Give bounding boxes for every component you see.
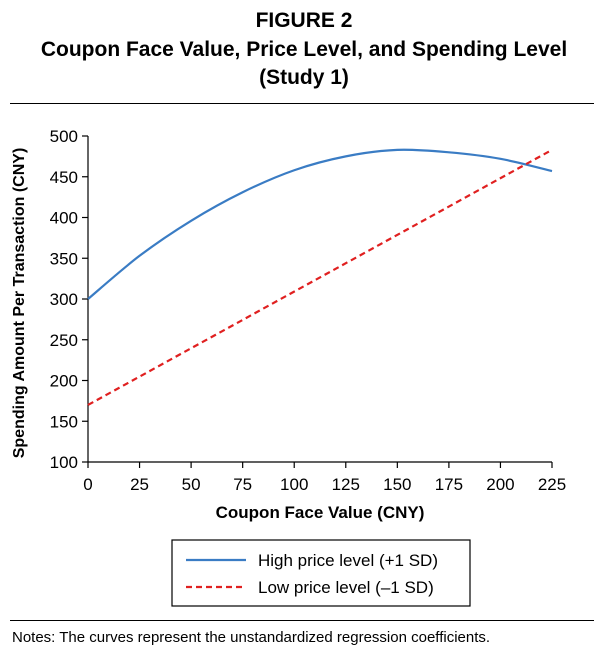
- x-tick-label: 0: [83, 475, 92, 494]
- figure-label: FIGURE 2: [255, 9, 353, 32]
- x-tick-label: 125: [332, 475, 360, 494]
- legend-label: High price level (+1 SD): [258, 551, 438, 570]
- x-tick-label: 25: [130, 475, 149, 494]
- x-tick-label: 150: [383, 475, 411, 494]
- y-axis-title: Spending Amount Per Transaction (CNY): [11, 148, 28, 459]
- y-tick-label: 150: [50, 412, 78, 431]
- top-rule: [10, 103, 594, 104]
- figure-title: Coupon Face Value, Price Level, and Spen…: [40, 38, 568, 89]
- x-tick-label: 100: [280, 475, 308, 494]
- series-line-low-price: [87, 148, 553, 406]
- x-tick-label: 50: [182, 475, 201, 494]
- y-tick-label: 400: [50, 209, 78, 228]
- y-tick-label: 250: [50, 331, 78, 350]
- bottom-rule: [10, 620, 594, 621]
- figure-notes: Notes: The curves represent the unstanda…: [12, 629, 491, 646]
- y-tick-label: 300: [50, 290, 78, 309]
- x-tick-label: 225: [538, 475, 566, 494]
- y-tick-label: 500: [50, 127, 78, 146]
- chart: 100 150 200 250 300 350 400 450 500 0 25 50 75 100 125…: [11, 127, 566, 607]
- y-tick-label: 350: [50, 249, 78, 268]
- x-tick-label: 175: [435, 475, 463, 494]
- y-tick-label: 200: [50, 372, 78, 391]
- legend-label: Low price level (–1 SD): [258, 578, 434, 597]
- x-tick-label: 75: [233, 475, 252, 494]
- x-tick-label: 200: [486, 475, 514, 494]
- y-tick-label: 100: [50, 453, 78, 472]
- y-tick-label: 450: [50, 168, 78, 187]
- legend-box: [171, 539, 471, 607]
- x-axis-title: Coupon Face Value (CNY): [216, 503, 425, 522]
- series-line-high-price: [87, 148, 553, 300]
